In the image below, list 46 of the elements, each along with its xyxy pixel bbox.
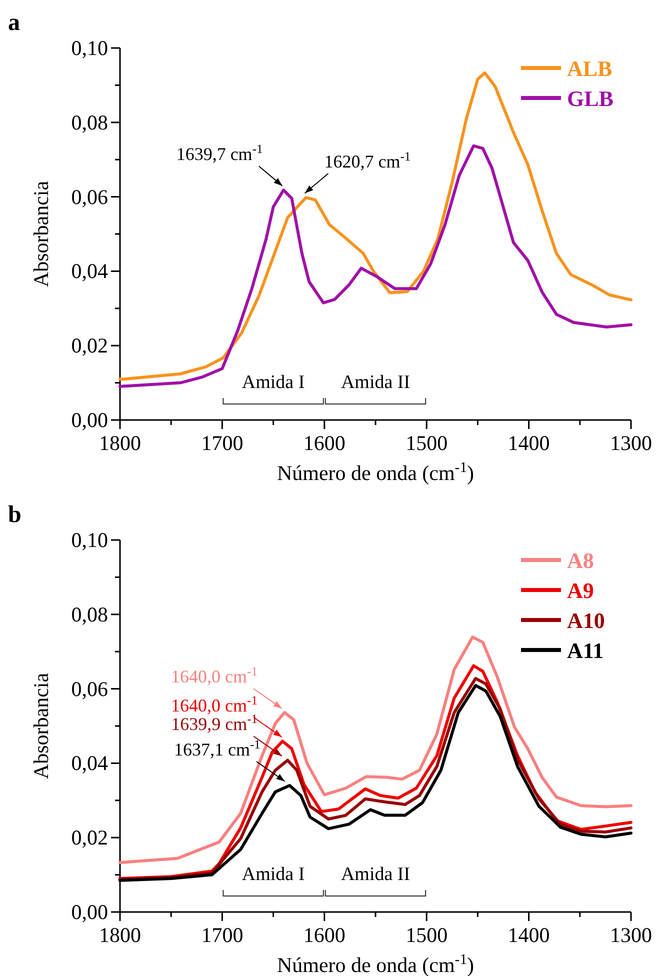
annotation: 1640,0 cm$^{-1}$ xyxy=(171,693,258,716)
legend-label: A11 xyxy=(567,638,604,663)
y-tick-label: 0,06 xyxy=(71,184,108,209)
legend-label: A9 xyxy=(567,578,594,603)
legend-label: GLB xyxy=(567,86,614,111)
y-tick-label: 0,04 xyxy=(71,259,108,284)
x-tick-label: 1500 xyxy=(406,431,448,455)
x-tick-label: 1600 xyxy=(303,923,346,947)
annotation: 1639,7 cm$^{-1}$ xyxy=(176,142,263,164)
y-axis-title: Absorbancia xyxy=(29,672,53,780)
x-tick-label: 1800 xyxy=(99,431,141,455)
legend-label: A10 xyxy=(567,608,605,633)
annotation: Amida II xyxy=(340,864,410,885)
y-tick-label: 0,08 xyxy=(71,602,108,626)
y-tick-label: 0,10 xyxy=(71,528,108,552)
line-series xyxy=(118,636,632,864)
x-tick-label: 1500 xyxy=(406,923,448,947)
y-axis-title: Absorbancia xyxy=(29,180,53,288)
y-tick-label: 0,10 xyxy=(71,36,108,60)
annotation: 1637,1 cm$^{-1}$ xyxy=(174,738,260,760)
legend-label: A8 xyxy=(567,548,594,573)
y-tick-label: 0,00 xyxy=(71,408,108,432)
legend-label: ALB xyxy=(567,56,613,81)
y-tick-label: 0,02 xyxy=(71,826,108,850)
x-tick-label: 1300 xyxy=(610,923,652,947)
y-tick-label: 0,08 xyxy=(71,110,108,134)
x-tick-label: 1700 xyxy=(201,431,244,455)
x-tick-label: 1700 xyxy=(201,923,244,947)
annotation: Amida II xyxy=(340,372,410,393)
annotation: Amida I xyxy=(242,372,305,393)
x-tick-label: 1800 xyxy=(99,923,141,947)
x-tick-label: 1400 xyxy=(508,431,550,455)
annotation: Amida I xyxy=(242,864,305,885)
y-tick-label: 0,04 xyxy=(71,751,108,776)
x-tick-label: 1600 xyxy=(303,431,346,455)
chart-title: b xyxy=(8,502,22,528)
x-axis-title: Número de onda (cm$^{-1}$) xyxy=(276,460,474,485)
x-tick-label: 1400 xyxy=(508,923,550,947)
y-tick-label: 0,06 xyxy=(71,676,108,701)
annotation: 1640,0 cm$^{-1}$ xyxy=(171,664,258,687)
line-series xyxy=(118,144,632,388)
y-tick-label: 0,02 xyxy=(71,334,108,358)
y-tick-label: 0,00 xyxy=(71,900,108,924)
chart-title: a xyxy=(8,10,20,36)
x-tick-label: 1300 xyxy=(610,431,652,455)
annotation: 1620,7 cm$^{-1}$ xyxy=(324,150,411,172)
